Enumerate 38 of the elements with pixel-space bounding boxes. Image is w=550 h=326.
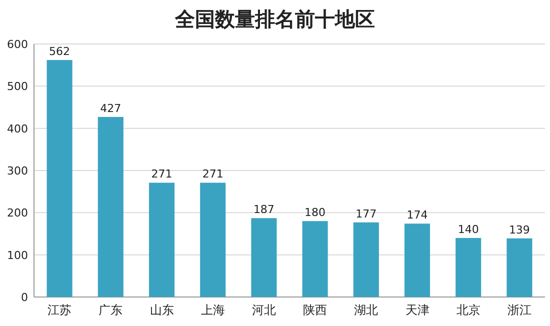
data-label: 271 xyxy=(202,168,224,181)
bar xyxy=(506,238,532,297)
y-tick-label: 100 xyxy=(7,248,28,262)
bar xyxy=(404,224,430,297)
bar xyxy=(353,222,379,297)
y-tick-label: 0 xyxy=(21,291,28,304)
bar xyxy=(456,238,482,297)
data-label: 174 xyxy=(406,208,428,222)
x-tick-label: 陕西 xyxy=(303,303,328,317)
bar xyxy=(200,182,226,297)
bar xyxy=(251,218,277,297)
data-label: 187 xyxy=(253,203,274,216)
x-tick-label: 江苏 xyxy=(48,303,72,317)
data-label: 180 xyxy=(304,206,326,220)
bar xyxy=(148,182,175,297)
x-tick-label: 河北 xyxy=(252,303,276,317)
bar xyxy=(302,221,328,297)
y-tick-label: 300 xyxy=(7,164,28,178)
x-tick-label: 北京 xyxy=(456,303,480,317)
data-label: 140 xyxy=(458,222,479,236)
x-tick-label: 天津 xyxy=(405,303,430,317)
data-label: 427 xyxy=(100,102,122,115)
x-tick-label: 上海 xyxy=(200,303,225,317)
x-tick-label: 广东 xyxy=(98,303,123,317)
y-tick-label: 200 xyxy=(7,206,28,220)
x-tick-label: 浙江 xyxy=(507,303,532,317)
y-tick-label: 600 xyxy=(7,38,28,51)
bar xyxy=(98,116,124,297)
y-tick-label: 400 xyxy=(7,122,28,136)
data-label: 562 xyxy=(49,45,70,58)
x-tick-label: 湖北 xyxy=(354,303,378,317)
data-label: 177 xyxy=(356,207,377,220)
chart-title: 全国数量排名前十地区 xyxy=(174,7,375,31)
data-label: 139 xyxy=(508,223,530,236)
data-label: 271 xyxy=(151,168,172,181)
bar xyxy=(46,60,72,297)
y-tick-label: 500 xyxy=(7,80,28,94)
x-tick-label: 山东 xyxy=(150,303,174,317)
